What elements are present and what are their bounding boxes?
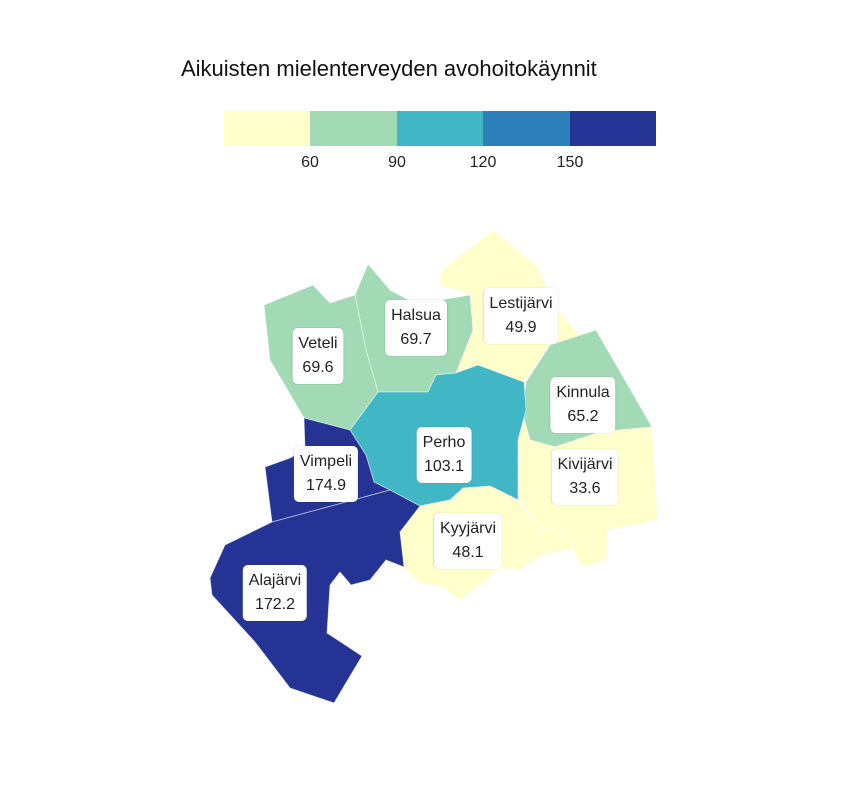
region-name: Vimpeli <box>299 453 353 470</box>
region-name: Halsua <box>391 307 441 324</box>
region-name: Lestijärvi <box>489 295 553 312</box>
region-label-lestijarvi: Lestijärvi 49.9 <box>483 288 559 344</box>
region-value: 69.7 <box>400 331 432 348</box>
color-legend <box>224 111 657 146</box>
legend-tick-60: 60 <box>301 154 319 171</box>
region-name: Kyyjärvi <box>439 520 497 537</box>
region-value: 33.6 <box>569 480 601 497</box>
legend-swatch-4 <box>483 111 570 146</box>
legend-swatch-2 <box>310 111 397 146</box>
legend-swatch-3 <box>396 111 484 146</box>
region-value: 172.2 <box>254 596 296 613</box>
region-name: Veteli <box>298 335 338 352</box>
legend-tick-120: 120 <box>469 154 497 171</box>
region-name: Alajärvi <box>248 572 302 589</box>
region-label-kinnula: Kinnula 65.2 <box>550 377 616 433</box>
region-name: Kinnula <box>556 384 610 401</box>
region-label-vimpeli: Vimpeli 174.9 <box>293 446 359 502</box>
legend-swatch-1 <box>224 111 311 146</box>
region-label-halsua: Halsua 69.7 <box>385 300 447 356</box>
region-name: Perho <box>422 434 466 451</box>
region-value: 65.2 <box>567 408 599 425</box>
map-title: Aikuisten mielenterveyden avohoitokäynni… <box>181 56 597 81</box>
region-label-kivijarvi: Kivijärvi 33.6 <box>551 449 619 505</box>
region-label-veteli: Veteli 69.6 <box>292 328 344 384</box>
legend-ticks: 60 90 120 150 <box>224 154 656 174</box>
region-label-perho: Perho 103.1 <box>416 427 472 483</box>
region-label-alajarvi: Alajärvi 172.2 <box>242 565 308 621</box>
legend-tick-90: 90 <box>388 154 406 171</box>
region-value: 48.1 <box>452 544 484 561</box>
region-label-kyyjarvi: Kyyjärvi 48.1 <box>433 513 503 569</box>
legend-swatch-5 <box>569 111 657 146</box>
region-value: 49.9 <box>505 319 537 336</box>
region-value: 69.6 <box>302 359 334 376</box>
region-value: 103.1 <box>423 458 465 475</box>
region-alajarvi[interactable] <box>209 489 421 704</box>
legend-tick-150: 150 <box>556 154 584 171</box>
region-name: Kivijärvi <box>557 456 613 473</box>
region-value: 174.9 <box>305 477 347 494</box>
